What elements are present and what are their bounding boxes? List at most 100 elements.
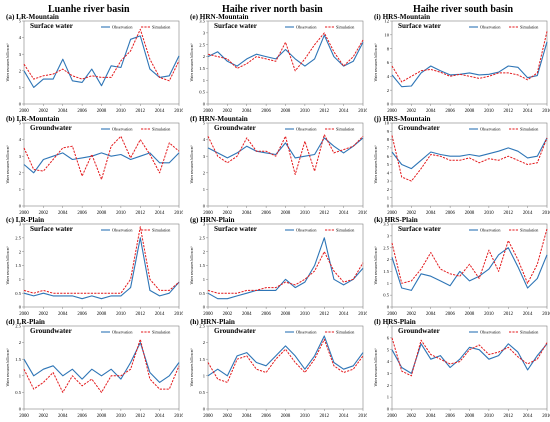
x-tick-label: 2016 <box>174 312 183 317</box>
x-tick-label: 2004 <box>58 312 68 317</box>
legend-label-simulation: Simulation <box>336 228 355 233</box>
y-axis-label: Water resources billion m³ <box>190 246 194 285</box>
plot-frame <box>207 122 364 207</box>
y-axis-label: Water resources billion m³ <box>190 348 194 387</box>
y-tick-label: 0 <box>19 204 22 209</box>
panel-subtitle: Surface water <box>398 22 442 30</box>
chart-svg: 0 0.5 1 1.5 2 2.5 3 2000 2002 2004 2006 2008 2010 201… <box>6 216 183 317</box>
chart-svg: 0 0.5 1 1.5 2 2.5 2000 2002 2004 2006 2008 2010 2012… <box>190 318 367 419</box>
series-line-observation <box>207 237 364 300</box>
series-line-observation <box>391 41 548 88</box>
y-tick-label: 6 <box>387 335 390 340</box>
chart-svg: 0 1 2 3 4 5 6 7 2000 2002 2004 2006 2008 2010 2012 2014… <box>374 318 550 419</box>
y-tick-label: 2 <box>387 257 390 262</box>
panel-subtitle: Surface water <box>214 225 258 233</box>
y-tick-label: 0 <box>203 204 206 209</box>
plot-frame <box>391 20 548 105</box>
x-tick-label: 2012 <box>319 109 329 114</box>
y-tick-label: 8 <box>387 46 390 51</box>
y-tick-label: 0.5 <box>199 90 205 95</box>
y-axis-label: Water resources billion m³ <box>374 145 378 184</box>
panel-title: (c) LR-Plain <box>6 216 44 224</box>
panel-subtitle: Surface water <box>30 22 74 30</box>
panel-subtitle: Groundwater <box>214 327 257 335</box>
x-tick-label: 2014 <box>155 109 165 114</box>
chart-svg: 0 2 4 6 8 10 12 2000 2002 2004 2006 2008 2010 2012 201… <box>374 13 550 114</box>
x-tick-label: 2010 <box>300 414 310 419</box>
legend-label-observation: Observation <box>480 330 501 335</box>
series-line-observation <box>23 35 180 88</box>
panel-title: (l) HRS-Plain <box>374 318 416 326</box>
plot-frame <box>391 223 548 308</box>
y-tick-label: 3.5 <box>383 222 389 227</box>
y-axis-label: Water resources billion m³ <box>6 43 10 82</box>
plot-frame <box>23 20 180 105</box>
x-tick-label: 2012 <box>135 211 145 216</box>
y-tick-label: 8 <box>387 137 390 142</box>
x-tick-label: 2012 <box>135 414 145 419</box>
x-tick-label: 2008 <box>281 414 291 419</box>
y-tick-label: 0 <box>203 305 206 310</box>
panel-title: (d) LR-Plain <box>6 318 45 326</box>
x-tick-label: 2008 <box>465 211 475 216</box>
y-tick-label: 10 <box>384 32 389 37</box>
x-tick-label: 2002 <box>39 109 49 114</box>
legend-label-simulation: Simulation <box>152 25 171 30</box>
x-tick-label: 2000 <box>387 109 397 114</box>
x-tick-label: 2014 <box>523 109 533 114</box>
series-line-simulation <box>207 134 364 175</box>
x-tick-label: 2010 <box>300 109 310 114</box>
panel-title: (h) HRN-Plain <box>190 318 235 326</box>
x-tick-label: 2004 <box>58 414 68 419</box>
x-tick-label: 2012 <box>503 211 513 216</box>
series-line-simulation <box>23 338 180 393</box>
y-tick-label: 1.5 <box>15 357 21 362</box>
x-tick-label: 2016 <box>542 312 550 317</box>
plot-frame <box>207 223 364 308</box>
y-tick-label: 10 <box>384 121 389 126</box>
y-tick-label: 1 <box>203 78 206 83</box>
legend-label-simulation: Simulation <box>152 228 171 233</box>
series-line-simulation <box>23 135 180 180</box>
chart-svg: 0 1 2 3 4 5 6 7 8 9 10 2000 2002 2004 2006 2008 2010 2012… <box>374 115 550 216</box>
series-line-simulation <box>391 228 548 284</box>
y-tick-label: 4 <box>19 137 22 142</box>
x-tick-label: 2002 <box>223 414 233 419</box>
y-tick-label: 1 <box>19 85 22 90</box>
y-tick-label: 7 <box>387 146 390 151</box>
y-tick-label: 4 <box>387 74 390 79</box>
y-axis-label: Water resources billion m³ <box>374 43 378 82</box>
x-tick-label: 2008 <box>281 109 291 114</box>
x-tick-label: 2004 <box>242 312 252 317</box>
x-tick-label: 2002 <box>223 312 233 317</box>
x-tick-label: 2008 <box>465 312 475 317</box>
series-line-observation <box>207 137 364 159</box>
x-tick-label: 2012 <box>135 312 145 317</box>
x-tick-label: 2000 <box>387 414 397 419</box>
x-tick-label: 2002 <box>407 414 417 419</box>
x-tick-label: 2002 <box>407 312 417 317</box>
y-tick-label: 0 <box>203 407 206 412</box>
y-tick-label: 1 <box>387 195 390 200</box>
series-line-simulation <box>207 251 364 294</box>
panel-subtitle: Groundwater <box>30 124 73 132</box>
y-tick-label: 0.5 <box>15 291 21 296</box>
x-tick-label: 2000 <box>387 211 397 216</box>
y-tick-label: 2 <box>19 249 22 254</box>
x-tick-label: 2004 <box>58 109 68 114</box>
x-tick-label: 2016 <box>542 414 550 419</box>
column-title-haihe-south: Haihe river south basin <box>413 4 514 15</box>
panel-subtitle: Groundwater <box>398 124 441 132</box>
y-tick-label: 2 <box>19 170 22 175</box>
y-tick-label: 2.5 <box>199 235 205 240</box>
y-tick-label: 1.5 <box>199 357 205 362</box>
y-tick-label: 3 <box>19 52 22 57</box>
x-tick-label: 2000 <box>203 312 213 317</box>
x-tick-label: 2012 <box>503 109 513 114</box>
y-tick-label: 3 <box>203 222 206 227</box>
legend-label-observation: Observation <box>480 228 501 233</box>
legend-label-simulation: Simulation <box>520 330 539 335</box>
x-tick-label: 2008 <box>281 211 291 216</box>
y-tick-label: 2 <box>19 340 22 345</box>
x-tick-label: 2012 <box>319 211 329 216</box>
